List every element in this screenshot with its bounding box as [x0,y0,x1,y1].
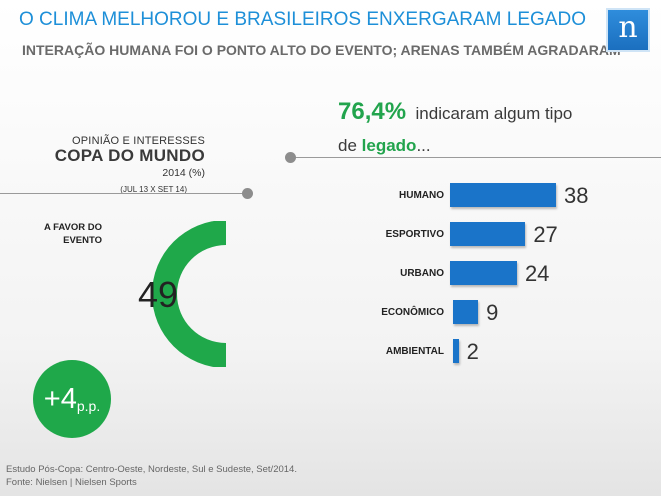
legacy-headline: 76,4% indicaram algum tipo de legado... [338,96,638,162]
bar-value-1: 27 [533,222,558,247]
bar-label-1: ESPORTIVO [385,229,444,240]
page-subtitle: INTERAÇÃO HUMANA FOI O PONTO ALTO DO EVE… [22,42,621,58]
donut-arc [152,221,226,367]
nielsen-logo: n [606,8,650,52]
heading-line-2: COPA DO MUNDO [54,146,205,165]
bar-value-4: 2 [466,339,479,364]
bar-label-4: AMBIENTAL [385,346,444,357]
favor-label-line-1: A FAVOR DO [43,222,102,233]
change-badge: +4 p.p. [33,360,111,438]
left-divider [0,193,248,194]
bar-1 [450,222,526,246]
heading-period: (JUL 13 X SET 14) [120,185,187,194]
headline-line-2: de legado... [338,130,638,162]
favor-label-line-2: EVENTO [63,235,102,246]
bar-4 [453,339,459,363]
bar-3 [453,300,479,324]
bar-label-0: HUMANO [399,190,444,201]
right-divider-dot [285,152,296,163]
bar-value-2: 24 [524,261,550,286]
left-divider-dot [242,188,253,199]
badge-unit: p.p. [76,398,101,414]
headline-text-1: indicaram algum tipo [415,104,573,123]
headline-line-1: 76,4% indicaram algum tipo [338,96,638,130]
bar-value-3: 9 [486,300,499,325]
bar-label-2: URBANO [400,268,444,279]
heading-line-3: 2014 (%) [162,167,205,179]
headline-highlight: legado [361,136,417,155]
footer-source: Fonte: Nielsen | Nielsen Sports [6,477,137,488]
heading-line-1: OPINIÃO E INTERESSES [72,135,205,147]
footer-study: Estudo Pós-Copa: Centro-Oeste, Nordeste,… [6,464,297,475]
favor-label: A FAVOR DO EVENTO [24,221,102,247]
badge-value: +4 [43,382,77,415]
bar-0 [450,183,556,207]
headline-text-2-pre: de [338,136,357,155]
donut-value-label: 49 [138,274,178,315]
bar-2 [450,261,517,285]
bar-label-3: ECONÔMICO [381,307,444,318]
page-title: O CLIMA MELHOROU E BRASILEIROS ENXERGARA… [19,9,586,30]
logo-letter: n [618,10,638,45]
footer: Estudo Pós-Copa: Centro-Oeste, Nordeste,… [6,463,297,489]
headline-percent: 76,4% [338,98,407,125]
half-donut-chart: 49 [138,221,226,367]
left-panel-heading: OPINIÃO E INTERESSES COPA DO MUNDO 2014 … [0,135,205,194]
headline-text-2-post: ... [416,136,431,155]
right-divider [290,157,661,158]
bar-value-0: 38 [564,183,589,208]
